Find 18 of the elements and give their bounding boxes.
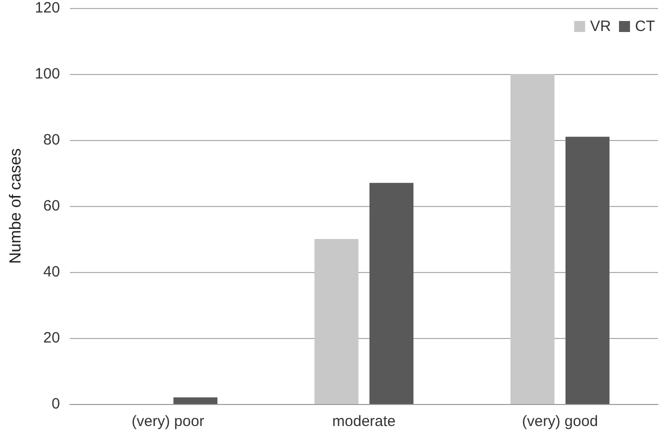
x-tick-label: moderate (332, 413, 396, 430)
bar (173, 397, 218, 404)
y-tick-label: 0 (52, 396, 60, 412)
x-tick-label: (very) good (522, 413, 598, 430)
y-tick-label: 100 (34, 66, 60, 82)
legend-label: CT (635, 18, 656, 35)
x-tick-label: (very) poor (132, 413, 204, 430)
bar (314, 239, 358, 404)
y-tick-label: 40 (43, 264, 60, 280)
y-axis-title: Numbe of cases (8, 148, 24, 264)
bar (369, 182, 414, 404)
bar (565, 136, 610, 404)
y-tick-label: 20 (43, 330, 60, 346)
y-tick-label: 60 (43, 198, 60, 214)
y-tick-label: 80 (43, 132, 60, 148)
legend-label: VR (590, 18, 612, 35)
bar (510, 74, 554, 404)
y-tick-label: 120 (34, 0, 60, 16)
